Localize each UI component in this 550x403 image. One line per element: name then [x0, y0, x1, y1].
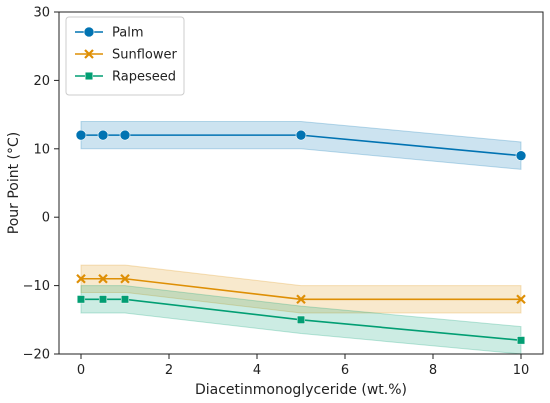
sunflower-legend-label: Sunflower: [112, 48, 178, 63]
x-axis-ticks: 0 2 4 6 8 10: [77, 354, 529, 378]
palm-confidence-band: [80, 120, 522, 170]
x-tick-label: 8: [429, 363, 437, 378]
y-axis-ticks: −20 −10 0 10 20 30: [23, 6, 59, 363]
x-tick-label: 6: [341, 363, 349, 378]
palm-legend-label: Palm: [112, 26, 144, 41]
x-tick-label: 0: [77, 363, 85, 378]
plot-frame: [58, 11, 544, 355]
rapeseed-point: [296, 315, 306, 324]
rapeseed-point: [120, 295, 130, 304]
legend: Palm Sunflower Rapeseed: [65, 16, 185, 96]
y-tick-label: 0: [42, 211, 50, 226]
y-tick-label: 30: [33, 6, 50, 21]
palm-legend-marker: [83, 26, 95, 38]
palm-point: [97, 129, 109, 141]
rapeseed-point: [98, 295, 108, 304]
series-markers: [75, 129, 527, 345]
palm-point: [515, 150, 527, 161]
y-axis-label: Pour Point (°C): [6, 132, 22, 235]
palm-point: [295, 129, 307, 141]
x-axis-label: Diacetinmonoglyceride (wt.%): [195, 382, 407, 398]
sunflower-point: [76, 273, 86, 284]
y-tick-label: −20: [23, 348, 50, 363]
sunflower-point: [516, 294, 526, 305]
x-tick-label: 10: [513, 363, 530, 378]
rapeseed-point: [76, 295, 86, 304]
sunflower-legend-marker: [84, 49, 94, 59]
x-tick-label: 4: [253, 363, 261, 378]
rapeseed-legend-label: Rapeseed: [112, 70, 176, 85]
y-tick-label: 20: [33, 74, 50, 89]
sunflower-point: [98, 273, 108, 284]
x-tick-label: 2: [165, 363, 173, 378]
rapeseed-legend-marker: [84, 71, 94, 81]
sunflower-point: [296, 294, 306, 305]
y-tick-label: −10: [23, 279, 50, 294]
sunflower-point: [120, 273, 130, 284]
palm-point: [75, 129, 87, 141]
y-tick-label: 10: [33, 142, 50, 157]
palm-point: [119, 129, 131, 141]
rapeseed-point: [516, 336, 526, 345]
sunflower-confidence-band: [80, 264, 522, 314]
